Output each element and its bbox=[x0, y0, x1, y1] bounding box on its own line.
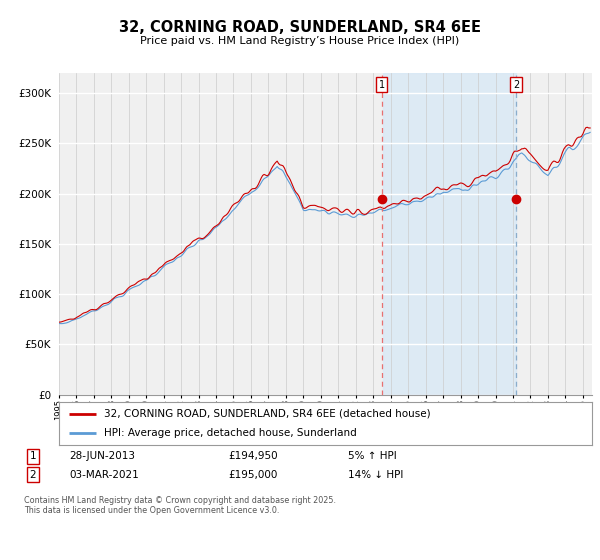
Text: 2: 2 bbox=[29, 470, 37, 480]
Text: HPI: Average price, detached house, Sunderland: HPI: Average price, detached house, Sund… bbox=[104, 428, 357, 438]
Text: £194,950: £194,950 bbox=[228, 451, 278, 461]
Text: 2: 2 bbox=[513, 80, 519, 90]
Text: Price paid vs. HM Land Registry’s House Price Index (HPI): Price paid vs. HM Land Registry’s House … bbox=[140, 36, 460, 46]
Text: 1: 1 bbox=[379, 80, 385, 90]
Text: Contains HM Land Registry data © Crown copyright and database right 2025.
This d: Contains HM Land Registry data © Crown c… bbox=[24, 496, 336, 515]
Text: 28-JUN-2013: 28-JUN-2013 bbox=[69, 451, 135, 461]
Text: 14% ↓ HPI: 14% ↓ HPI bbox=[348, 470, 403, 480]
Text: 32, CORNING ROAD, SUNDERLAND, SR4 6EE (detached house): 32, CORNING ROAD, SUNDERLAND, SR4 6EE (d… bbox=[104, 409, 431, 419]
Text: 32, CORNING ROAD, SUNDERLAND, SR4 6EE: 32, CORNING ROAD, SUNDERLAND, SR4 6EE bbox=[119, 20, 481, 35]
Text: 03-MAR-2021: 03-MAR-2021 bbox=[69, 470, 139, 480]
Text: 1: 1 bbox=[29, 451, 37, 461]
Text: 5% ↑ HPI: 5% ↑ HPI bbox=[348, 451, 397, 461]
Text: £195,000: £195,000 bbox=[228, 470, 277, 480]
